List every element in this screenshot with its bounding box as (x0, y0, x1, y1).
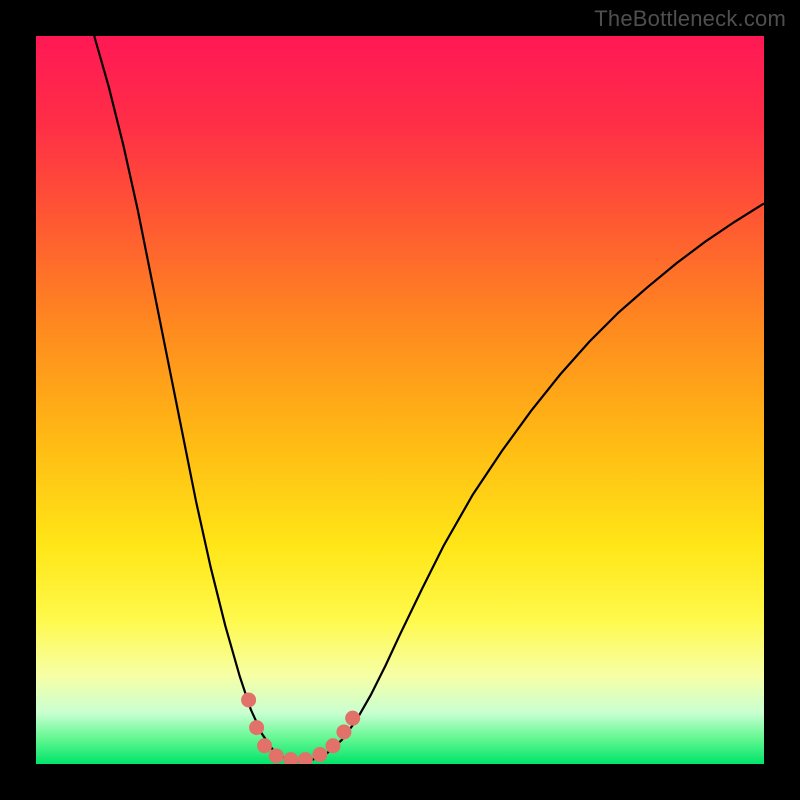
bottleneck-curve-chart (36, 36, 764, 764)
curve-marker (257, 738, 272, 753)
curve-marker (336, 724, 351, 739)
curve-marker (312, 747, 327, 762)
curve-marker (241, 692, 256, 707)
chart-outer-frame: TheBottleneck.com (0, 0, 800, 800)
curve-marker (326, 738, 341, 753)
curve-marker (345, 711, 360, 726)
gradient-background (36, 36, 764, 764)
watermark-text: TheBottleneck.com (594, 6, 786, 32)
curve-marker (269, 748, 284, 763)
curve-marker (249, 720, 264, 735)
plot-area (36, 36, 764, 764)
